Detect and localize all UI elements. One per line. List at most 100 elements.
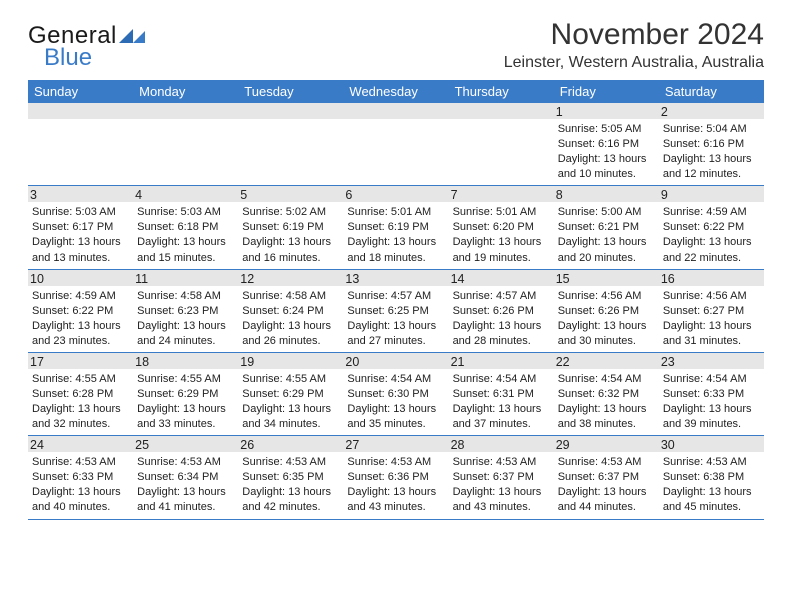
day-info: Sunrise: 4:59 AMSunset: 6:22 PMDaylight:… — [663, 204, 760, 264]
info-line: Sunset: 6:25 PM — [347, 303, 444, 318]
day-info: Sunrise: 5:00 AMSunset: 6:21 PMDaylight:… — [558, 204, 655, 264]
info-line: and 28 minutes. — [453, 333, 550, 348]
day-cell: Sunrise: 4:58 AMSunset: 6:23 PMDaylight:… — [133, 286, 238, 352]
day-cell: Sunrise: 4:55 AMSunset: 6:28 PMDaylight:… — [28, 369, 133, 435]
day-cell: Sunrise: 4:53 AMSunset: 6:37 PMDaylight:… — [449, 452, 554, 518]
day-cell — [238, 119, 343, 185]
weeks-container: 12Sunrise: 5:05 AMSunset: 6:16 PMDayligh… — [28, 103, 764, 519]
day-info: Sunrise: 4:53 AMSunset: 6:38 PMDaylight:… — [663, 454, 760, 514]
day-cell — [133, 119, 238, 185]
month-title: November 2024 — [504, 18, 764, 52]
day-number: 15 — [554, 270, 659, 286]
day-cell: Sunrise: 4:54 AMSunset: 6:31 PMDaylight:… — [449, 369, 554, 435]
info-line: and 32 minutes. — [32, 416, 129, 431]
week-number-row: 3456789 — [28, 185, 764, 202]
info-line: Daylight: 13 hours — [453, 401, 550, 416]
day-number: 2 — [659, 103, 764, 119]
info-line: and 43 minutes. — [347, 499, 444, 514]
info-line: Sunset: 6:27 PM — [663, 303, 760, 318]
info-line: Sunrise: 4:54 AM — [558, 371, 655, 386]
day-cell: Sunrise: 4:56 AMSunset: 6:26 PMDaylight:… — [554, 286, 659, 352]
day-number: 22 — [554, 353, 659, 369]
weekday-label: Tuesday — [238, 80, 343, 103]
day-cell: Sunrise: 5:03 AMSunset: 6:18 PMDaylight:… — [133, 202, 238, 268]
day-number: 10 — [28, 270, 133, 286]
info-line: Daylight: 13 hours — [558, 318, 655, 333]
day-info: Sunrise: 5:01 AMSunset: 6:19 PMDaylight:… — [347, 204, 444, 264]
info-line: Sunrise: 4:55 AM — [242, 371, 339, 386]
bottom-rule — [28, 519, 764, 520]
day-cell: Sunrise: 4:53 AMSunset: 6:35 PMDaylight:… — [238, 452, 343, 518]
day-number — [238, 103, 343, 119]
day-cell: Sunrise: 4:55 AMSunset: 6:29 PMDaylight:… — [238, 369, 343, 435]
day-cell: Sunrise: 4:54 AMSunset: 6:32 PMDaylight:… — [554, 369, 659, 435]
day-info: Sunrise: 5:01 AMSunset: 6:20 PMDaylight:… — [453, 204, 550, 264]
calendar-page: General Blue November 2024 Leinster, Wes… — [0, 0, 792, 530]
day-cell — [343, 119, 448, 185]
weekday-header: Sunday Monday Tuesday Wednesday Thursday… — [28, 80, 764, 103]
day-info: Sunrise: 4:53 AMSunset: 6:37 PMDaylight:… — [453, 454, 550, 514]
info-line: Sunrise: 4:53 AM — [137, 454, 234, 469]
day-number: 16 — [659, 270, 764, 286]
day-info: Sunrise: 4:54 AMSunset: 6:30 PMDaylight:… — [347, 371, 444, 431]
day-info: Sunrise: 4:54 AMSunset: 6:32 PMDaylight:… — [558, 371, 655, 431]
info-line: Daylight: 13 hours — [453, 318, 550, 333]
info-line: and 30 minutes. — [558, 333, 655, 348]
info-line: Daylight: 13 hours — [558, 401, 655, 416]
info-line: Daylight: 13 hours — [32, 318, 129, 333]
info-line: Sunset: 6:36 PM — [347, 469, 444, 484]
info-line: Sunrise: 4:53 AM — [242, 454, 339, 469]
info-line: Daylight: 13 hours — [663, 234, 760, 249]
day-number: 17 — [28, 353, 133, 369]
day-number: 18 — [133, 353, 238, 369]
day-cell — [449, 119, 554, 185]
info-line: Sunrise: 4:58 AM — [137, 288, 234, 303]
week-info-row: Sunrise: 4:59 AMSunset: 6:22 PMDaylight:… — [28, 286, 764, 352]
info-line: Sunset: 6:19 PM — [242, 219, 339, 234]
day-cell: Sunrise: 4:57 AMSunset: 6:26 PMDaylight:… — [449, 286, 554, 352]
info-line: Sunset: 6:23 PM — [137, 303, 234, 318]
info-line: Daylight: 13 hours — [242, 401, 339, 416]
info-line: and 23 minutes. — [32, 333, 129, 348]
info-line: Daylight: 13 hours — [137, 318, 234, 333]
info-line: Daylight: 13 hours — [558, 234, 655, 249]
week-number-row: 17181920212223 — [28, 352, 764, 369]
day-number: 6 — [343, 186, 448, 202]
info-line: and 41 minutes. — [137, 499, 234, 514]
day-info: Sunrise: 5:03 AMSunset: 6:17 PMDaylight:… — [32, 204, 129, 264]
day-info: Sunrise: 4:58 AMSunset: 6:24 PMDaylight:… — [242, 288, 339, 348]
info-line: and 12 minutes. — [663, 166, 760, 181]
info-line: and 26 minutes. — [242, 333, 339, 348]
day-info: Sunrise: 4:53 AMSunset: 6:34 PMDaylight:… — [137, 454, 234, 514]
info-line: Sunset: 6:26 PM — [558, 303, 655, 318]
info-line: and 18 minutes. — [347, 250, 444, 265]
info-line: and 19 minutes. — [453, 250, 550, 265]
day-number — [133, 103, 238, 119]
info-line: and 39 minutes. — [663, 416, 760, 431]
info-line: Daylight: 13 hours — [663, 484, 760, 499]
day-number: 11 — [133, 270, 238, 286]
weekday-label: Sunday — [28, 80, 133, 103]
day-number: 19 — [238, 353, 343, 369]
info-line: Sunrise: 4:56 AM — [663, 288, 760, 303]
info-line: Sunrise: 4:55 AM — [32, 371, 129, 386]
weekday-label: Thursday — [449, 80, 554, 103]
info-line: Sunset: 6:37 PM — [453, 469, 550, 484]
info-line: Daylight: 13 hours — [242, 318, 339, 333]
day-cell: Sunrise: 4:59 AMSunset: 6:22 PMDaylight:… — [28, 286, 133, 352]
info-line: and 40 minutes. — [32, 499, 129, 514]
weekday-label: Monday — [133, 80, 238, 103]
day-cell: Sunrise: 5:02 AMSunset: 6:19 PMDaylight:… — [238, 202, 343, 268]
info-line: Sunrise: 5:02 AM — [242, 204, 339, 219]
info-line: and 10 minutes. — [558, 166, 655, 181]
info-line: Daylight: 13 hours — [453, 234, 550, 249]
info-line: Sunset: 6:22 PM — [663, 219, 760, 234]
day-number: 29 — [554, 436, 659, 452]
info-line: Sunset: 6:28 PM — [32, 386, 129, 401]
info-line: Daylight: 13 hours — [137, 484, 234, 499]
info-line: and 22 minutes. — [663, 250, 760, 265]
info-line: Sunset: 6:24 PM — [242, 303, 339, 318]
info-line: and 35 minutes. — [347, 416, 444, 431]
info-line: Sunrise: 5:01 AM — [453, 204, 550, 219]
week-number-row: 12 — [28, 103, 764, 119]
